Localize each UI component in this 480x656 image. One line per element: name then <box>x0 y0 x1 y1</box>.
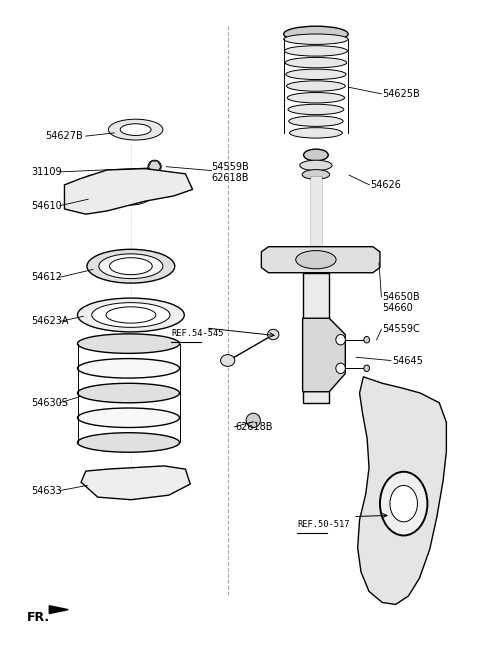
Text: 54623A: 54623A <box>31 316 69 327</box>
Text: 54559B: 54559B <box>212 161 249 172</box>
Polygon shape <box>261 247 380 273</box>
Ellipse shape <box>287 92 345 103</box>
Text: 54626: 54626 <box>371 180 401 190</box>
Text: 54633: 54633 <box>31 485 62 496</box>
Ellipse shape <box>285 58 347 68</box>
Bar <box>302 273 329 403</box>
Ellipse shape <box>87 249 175 283</box>
Text: 54650B: 54650B <box>383 292 420 302</box>
Ellipse shape <box>86 175 95 182</box>
Ellipse shape <box>77 383 180 403</box>
Text: FR.: FR. <box>26 611 49 624</box>
Ellipse shape <box>284 26 348 42</box>
Ellipse shape <box>302 170 330 179</box>
Ellipse shape <box>284 34 348 45</box>
Ellipse shape <box>77 298 184 332</box>
Ellipse shape <box>77 334 180 354</box>
Polygon shape <box>81 466 190 500</box>
Text: 31109: 31109 <box>31 167 62 177</box>
Ellipse shape <box>284 46 348 56</box>
Ellipse shape <box>296 251 336 269</box>
Ellipse shape <box>99 254 163 279</box>
Ellipse shape <box>77 433 180 452</box>
Ellipse shape <box>109 258 152 275</box>
Text: 54559C: 54559C <box>383 324 420 335</box>
Text: 54625B: 54625B <box>383 89 420 99</box>
Ellipse shape <box>120 124 151 136</box>
Ellipse shape <box>390 485 418 522</box>
Ellipse shape <box>288 104 344 115</box>
Polygon shape <box>64 169 192 214</box>
Ellipse shape <box>106 174 156 205</box>
Polygon shape <box>49 605 68 613</box>
Text: REF.50-517: REF.50-517 <box>297 520 349 529</box>
Ellipse shape <box>77 408 180 428</box>
Ellipse shape <box>286 69 346 79</box>
Ellipse shape <box>336 335 345 345</box>
Ellipse shape <box>364 337 370 343</box>
Text: REF.54-545: REF.54-545 <box>171 329 224 338</box>
Polygon shape <box>302 318 345 392</box>
Ellipse shape <box>108 119 163 140</box>
Ellipse shape <box>267 329 279 340</box>
Ellipse shape <box>289 128 342 138</box>
Text: 54630S: 54630S <box>31 398 68 408</box>
Ellipse shape <box>167 182 175 188</box>
Polygon shape <box>148 161 161 173</box>
Polygon shape <box>358 377 446 604</box>
Text: 54610: 54610 <box>31 201 62 211</box>
Ellipse shape <box>289 116 343 127</box>
Text: 54612: 54612 <box>31 272 62 282</box>
Ellipse shape <box>336 363 345 373</box>
Text: 54627B: 54627B <box>46 131 83 141</box>
Ellipse shape <box>77 359 180 378</box>
Text: 62618B: 62618B <box>235 422 273 432</box>
Ellipse shape <box>300 160 332 171</box>
Ellipse shape <box>246 413 261 428</box>
Ellipse shape <box>148 160 161 173</box>
Ellipse shape <box>220 355 235 367</box>
Text: 62618B: 62618B <box>212 173 249 184</box>
Ellipse shape <box>92 302 170 327</box>
Ellipse shape <box>287 81 345 91</box>
Ellipse shape <box>303 149 328 161</box>
Ellipse shape <box>380 472 427 535</box>
Ellipse shape <box>364 365 370 371</box>
Text: 54645: 54645 <box>392 356 423 365</box>
Text: 54660: 54660 <box>383 304 413 314</box>
